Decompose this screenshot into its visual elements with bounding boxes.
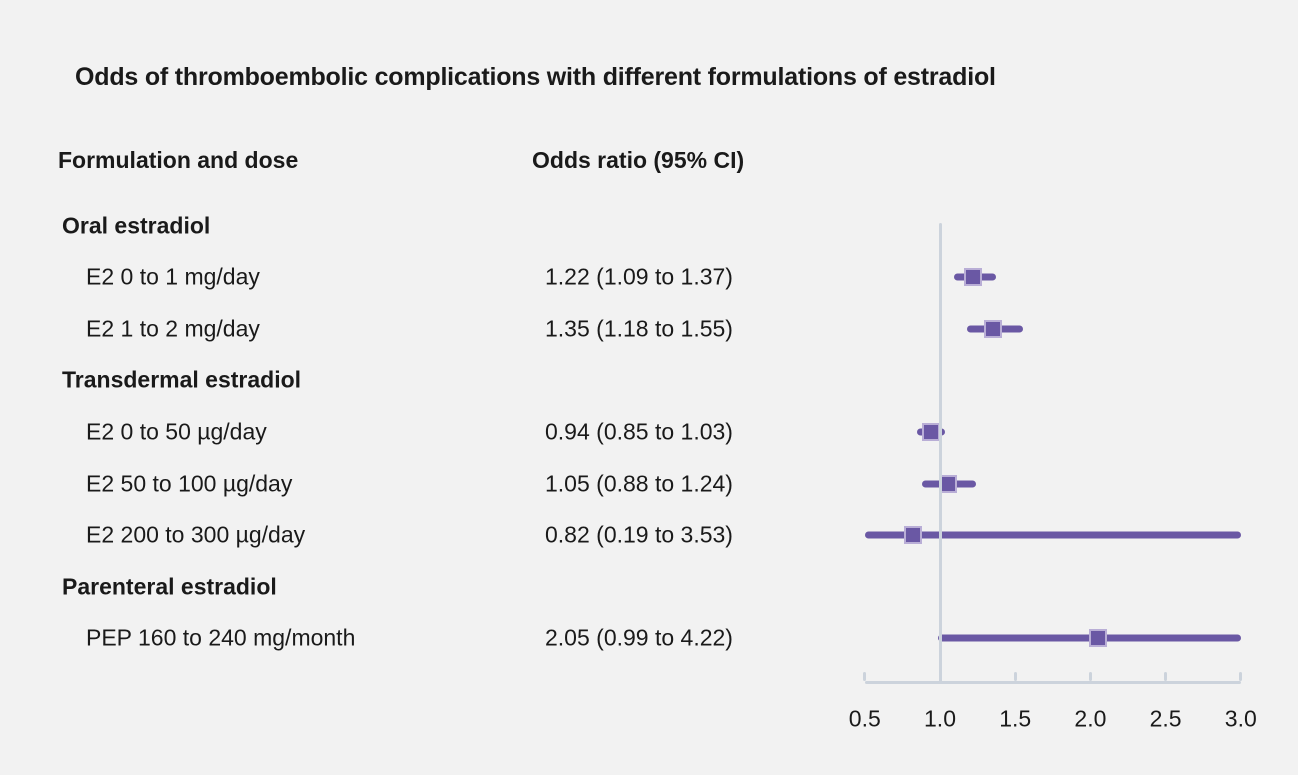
item-row-label: E2 0 to 1 mg/day: [86, 263, 260, 290]
odds-ratio-value: 1.05 (0.88 to 1.24): [545, 470, 733, 496]
reference-line: [938, 223, 942, 684]
group-row-label: Transdermal estradiol: [62, 366, 302, 393]
odds-ratio-value: 0.82 (0.19 to 3.53): [545, 521, 733, 548]
axis-tick-label: 1.0: [924, 705, 956, 732]
axis-tick: [1088, 672, 1092, 681]
item-row-label: E2 1 to 2 mg/day: [86, 315, 260, 342]
chart-title: Odds of thromboembolic complications wit…: [75, 63, 996, 91]
group-row-label: Oral estradiol: [62, 212, 211, 238]
item-row-label: E2 0 to 50 µg/day: [86, 418, 267, 445]
odds-ratio-value: 1.35 (1.18 to 1.55): [545, 315, 733, 342]
axis-tick-label: 2.0: [1074, 705, 1107, 732]
axis-tick-label: 3.0: [1224, 705, 1257, 732]
point-estimate-marker: [983, 319, 1002, 338]
axis-tick-label: 0.5: [848, 705, 881, 732]
odds-ratio-value: 1.22 (1.09 to 1.37): [545, 263, 733, 290]
point-estimate-marker: [921, 422, 940, 441]
point-estimate-marker: [1088, 629, 1107, 648]
axis-tick-label: 2.5: [1149, 705, 1182, 732]
axis-tick: [1164, 672, 1168, 681]
axis-tick: [1013, 672, 1017, 681]
point-estimate-marker: [903, 526, 922, 545]
axis-tick: [863, 672, 867, 681]
point-estimate-marker: [964, 268, 983, 287]
column-header-odds-ratio: Odds ratio (95% CI): [532, 147, 745, 173]
axis-tick: [938, 672, 942, 681]
column-header-formulation: Formulation and dose: [58, 147, 299, 173]
odds-ratio-value: 0.94 (0.85 to 1.03): [545, 418, 733, 445]
item-row-label: E2 50 to 100 µg/day: [86, 470, 293, 496]
item-row-label: PEP 160 to 240 mg/month: [86, 624, 356, 651]
odds-ratio-value: 2.05 (0.99 to 4.22): [545, 624, 733, 651]
item-row-label: E2 200 to 300 µg/day: [86, 521, 306, 548]
axis-tick: [1239, 672, 1243, 681]
axis-tick-label: 1.5: [999, 705, 1032, 732]
group-row-label: Parenteral estradiol: [62, 573, 277, 600]
confidence-interval-line: [864, 531, 1241, 539]
x-axis-line: [864, 681, 1241, 684]
